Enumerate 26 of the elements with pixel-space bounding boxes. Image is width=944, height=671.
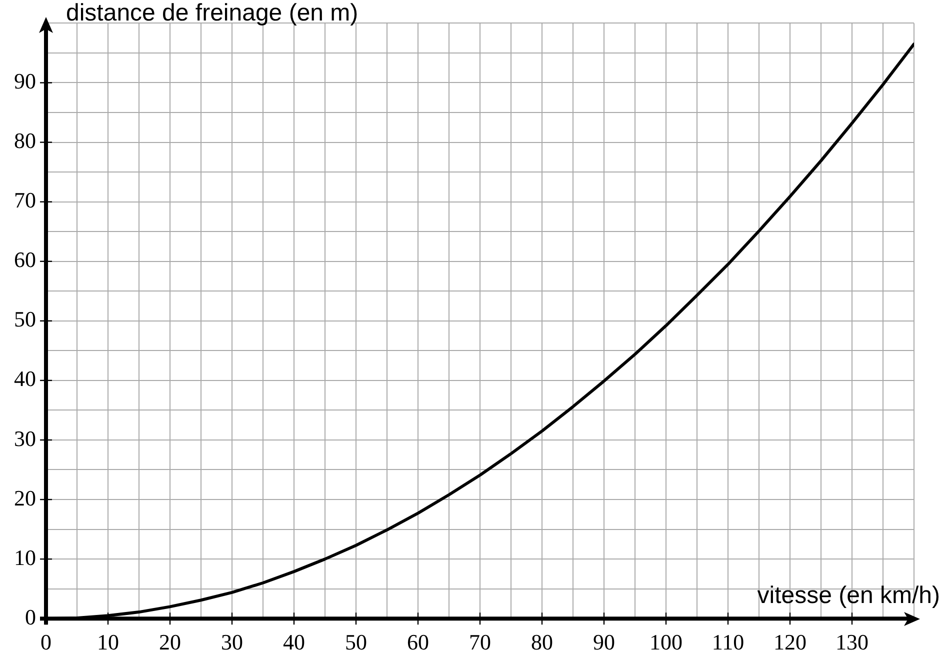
y-tick-label: 40: [14, 366, 36, 392]
y-tick-label: 90: [14, 68, 36, 94]
y-tick-label: 0: [25, 604, 36, 630]
x-tick-label: 80: [531, 630, 553, 655]
x-tick-label: 130: [836, 630, 868, 655]
x-tick-label: 100: [650, 630, 682, 655]
x-tick-label: 110: [712, 630, 744, 655]
y-tick-label: 10: [14, 544, 36, 570]
y-tick-label: 70: [14, 188, 36, 213]
x-tick-label: 60: [407, 630, 429, 655]
y-tick-label: 60: [14, 247, 36, 272]
x-axis-title: vitesse (en km/h): [757, 582, 940, 610]
y-tick-label: 30: [14, 426, 36, 451]
x-tick-label: 90: [593, 630, 615, 655]
x-tick-label: 20: [159, 630, 181, 655]
x-tick-label: 30: [221, 630, 243, 655]
x-tick-label: 40: [283, 630, 305, 655]
x-tick-label: 70: [469, 630, 491, 655]
y-tick-label: 80: [14, 128, 36, 154]
y-tick-label: 20: [14, 485, 36, 510]
x-tick-label: 10: [97, 630, 119, 655]
x-tick-label: 0: [40, 630, 52, 655]
y-tick-label: 50: [14, 306, 36, 332]
x-tick-label: 50: [345, 630, 367, 655]
x-tick-label: 120: [774, 630, 806, 655]
chart-title: distance de freinage (en m): [66, 0, 358, 27]
